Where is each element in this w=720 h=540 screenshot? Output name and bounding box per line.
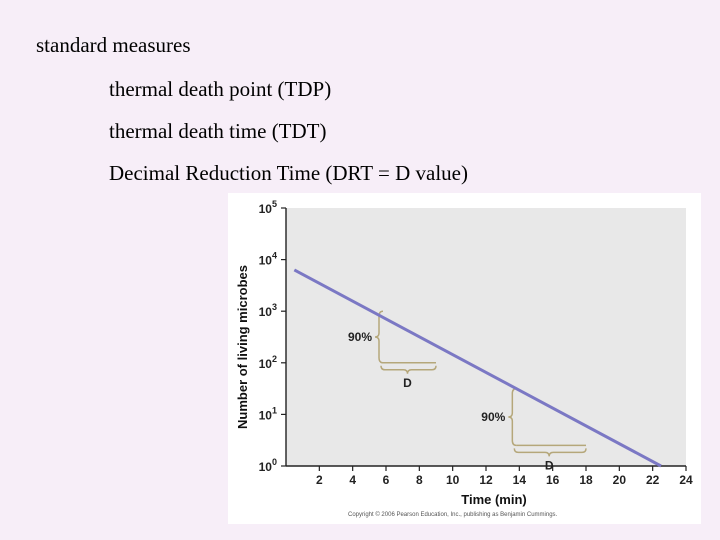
bullet-thermal-death-point: thermal death point (TDP) <box>109 77 332 101</box>
percent-label: 90% <box>481 410 505 424</box>
y-tick-label: 101 <box>259 405 277 422</box>
x-tick-label: 22 <box>646 473 660 487</box>
bullet-thermal-death-time: thermal death time (TDT) <box>109 119 327 143</box>
x-tick-label: 8 <box>416 473 423 487</box>
x-tick-label: 10 <box>446 473 460 487</box>
y-tick-label: 103 <box>259 302 277 319</box>
chart-figure: 100 101 102 103 104 105 2 4 6 8 10 12 14 16 18 20 22 24 Ti… <box>228 193 701 524</box>
d-label: D <box>403 376 412 390</box>
bullet-decimal-reduction-time: Decimal Reduction Time (DRT = D value) <box>109 161 468 185</box>
x-axis-label: Time (min) <box>461 492 527 507</box>
x-tick-label: 12 <box>479 473 493 487</box>
d-label: D <box>545 458 554 472</box>
x-tick-label: 18 <box>579 473 593 487</box>
y-tick-label: 104 <box>259 251 277 268</box>
x-tick-label: 6 <box>383 473 390 487</box>
x-tick-label: 4 <box>349 473 356 487</box>
survival-line <box>293 268 662 468</box>
x-tick-label: 14 <box>513 473 527 487</box>
x-tick-label: 24 <box>679 473 693 487</box>
d-bracket <box>380 365 437 374</box>
y-axis-label: Number of living microbes <box>235 265 250 429</box>
plot-area <box>286 208 686 466</box>
slide-heading: standard measures <box>36 33 191 57</box>
x-tick-label: 16 <box>546 473 560 487</box>
x-tick-label: 20 <box>613 473 627 487</box>
y-tick-label: 105 <box>259 199 277 216</box>
copyright-note: Copyright © 2006 Pearson Education, Inc.… <box>348 511 558 518</box>
percent-label: 90% <box>348 330 372 344</box>
y-tick-label: 100 <box>259 457 277 474</box>
y-tick-label: 102 <box>259 354 277 371</box>
x-tick-label: 2 <box>316 473 323 487</box>
